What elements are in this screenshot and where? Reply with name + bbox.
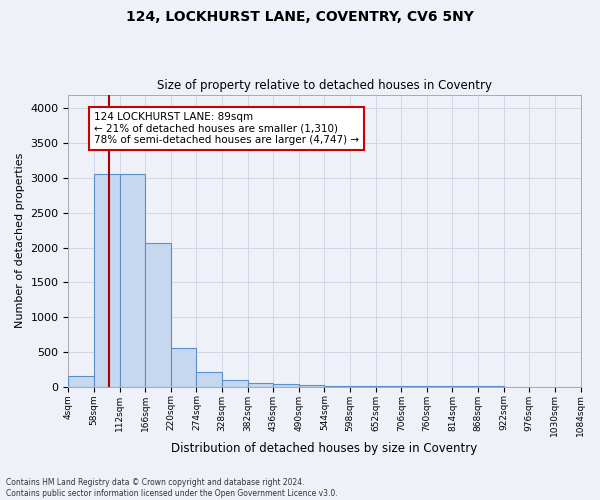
Bar bbox=[145, 244, 171, 386]
Bar bbox=[273, 384, 299, 386]
Y-axis label: Number of detached properties: Number of detached properties bbox=[15, 153, 25, 328]
Bar bbox=[94, 174, 119, 386]
Bar bbox=[248, 383, 273, 386]
X-axis label: Distribution of detached houses by size in Coventry: Distribution of detached houses by size … bbox=[172, 442, 478, 455]
Bar bbox=[68, 376, 94, 386]
Bar bbox=[222, 380, 248, 386]
Text: 124 LOCKHURST LANE: 89sqm
← 21% of detached houses are smaller (1,310)
78% of se: 124 LOCKHURST LANE: 89sqm ← 21% of detac… bbox=[94, 112, 359, 145]
Bar bbox=[171, 348, 196, 387]
Text: Contains HM Land Registry data © Crown copyright and database right 2024.
Contai: Contains HM Land Registry data © Crown c… bbox=[6, 478, 338, 498]
Title: Size of property relative to detached houses in Coventry: Size of property relative to detached ho… bbox=[157, 79, 492, 92]
Bar bbox=[196, 372, 222, 386]
Bar bbox=[119, 174, 145, 386]
Text: 124, LOCKHURST LANE, COVENTRY, CV6 5NY: 124, LOCKHURST LANE, COVENTRY, CV6 5NY bbox=[126, 10, 474, 24]
